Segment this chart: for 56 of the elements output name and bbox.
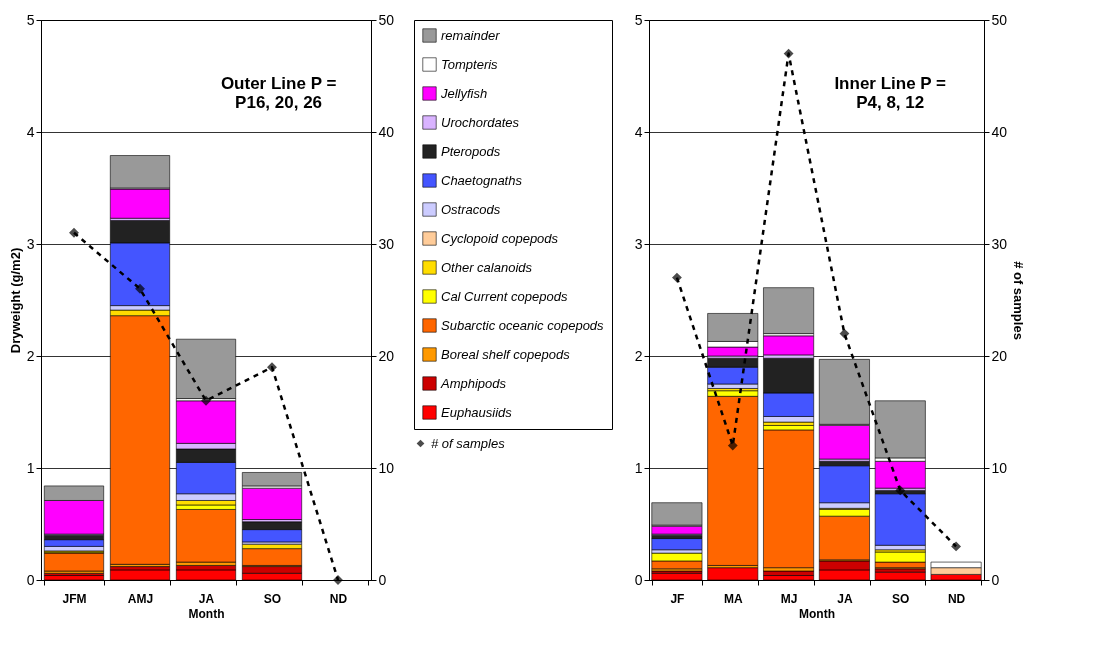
legend-label: Jellyfish <box>440 85 488 101</box>
x-tick-label: JA <box>837 591 853 606</box>
y2-tick-label: 40 <box>378 123 395 140</box>
y-tick-label: 5 <box>634 11 643 28</box>
legend-label: Euphausiids <box>441 404 513 420</box>
y2-tick-label: 0 <box>991 571 1000 588</box>
x-tick-label: MA <box>723 591 743 606</box>
y2-tick-label: 10 <box>991 459 1008 476</box>
x-tick-label: ND <box>329 591 348 606</box>
y2-tick-label: 50 <box>378 11 395 28</box>
y-tick-label: 2 <box>26 347 35 364</box>
y-tick-label: 2 <box>634 347 643 364</box>
x-tick-label: AMJ <box>127 591 154 606</box>
legend-label: Other calanoids <box>441 259 533 275</box>
x-tick-label: SO <box>892 591 910 606</box>
legend-label: Subarctic oceanic copepods <box>441 317 605 333</box>
y-tick-label: 5 <box>26 11 35 28</box>
y2-tick-label: 50 <box>991 11 1008 28</box>
y-tick-label: 3 <box>634 235 643 252</box>
annotation: Inner Line P = P4, 8, 12 <box>834 74 947 112</box>
x-tick-label: ND <box>947 591 966 606</box>
x-tick-label: JA <box>198 591 215 606</box>
y2-tick-label: 10 <box>378 459 395 476</box>
y2-tick-label: 30 <box>378 235 395 252</box>
legend-label: Amphipods <box>440 375 507 391</box>
y2-tick-label: 30 <box>991 235 1008 252</box>
y-tick-label: 3 <box>26 235 35 252</box>
y2-tick-label: 0 <box>378 571 387 588</box>
legend-label: Cyclopoid copepods <box>441 230 559 246</box>
y-tick-label: 0 <box>26 571 35 588</box>
y-tick-label: 1 <box>634 459 643 476</box>
y-tick-label: 4 <box>26 123 35 140</box>
legend-label: Boreal shelf copepods <box>441 346 571 362</box>
legend-label: Urochordates <box>441 114 520 130</box>
annotation: Outer Line P = P16, 20, 26 <box>220 74 337 112</box>
y-axis-title: Dryweight (g/m2) <box>7 247 23 354</box>
x-tick-label: JF <box>670 591 685 606</box>
x-tick-label: SO <box>263 591 282 606</box>
legend-label: Ostracods <box>441 201 501 217</box>
y-tick-label: 4 <box>634 123 643 140</box>
y2-tick-label: 40 <box>991 123 1008 140</box>
x-tick-label: MJ <box>780 591 798 606</box>
y-tick-label: 1 <box>26 459 35 476</box>
y-tick-label: 0 <box>634 571 643 588</box>
x-tick-label: JFM <box>62 591 87 606</box>
legend-label: Chaetognaths <box>441 172 523 188</box>
legend-label: Pteropods <box>441 143 501 159</box>
y2-axis-title: # of samples <box>1011 261 1027 340</box>
x-axis-title: Month <box>799 606 835 621</box>
legend-label: remainder <box>441 27 501 43</box>
y2-tick-label: 20 <box>378 347 395 364</box>
x-axis-title: Month <box>188 606 225 621</box>
legend-label: Tompteris <box>441 56 499 72</box>
y2-tick-label: 20 <box>991 347 1008 364</box>
legend-label: # of samples <box>431 435 506 451</box>
legend-label: Cal Current copepods <box>441 288 568 304</box>
